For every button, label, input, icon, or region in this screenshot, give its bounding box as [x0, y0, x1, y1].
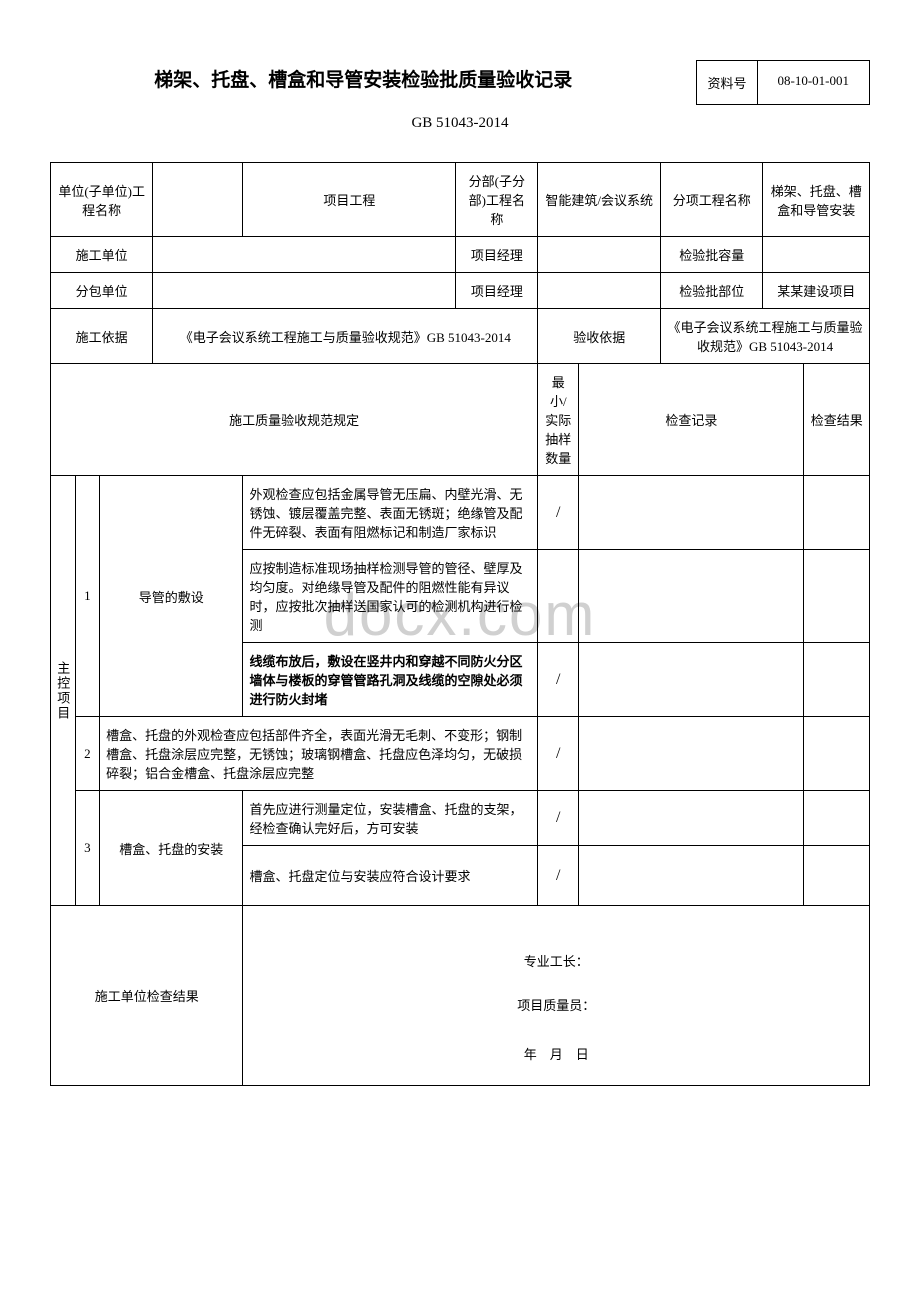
- item-number: 1: [75, 476, 100, 717]
- project-manager-value-2: [538, 273, 661, 309]
- signature-row: 施工单位检查结果 专业工长： 项目质量员： 年 月 日: [51, 906, 870, 1086]
- item-number: 3: [75, 791, 100, 906]
- construction-basis-label: 施工依据: [51, 309, 153, 364]
- main-control-label: 主控项目: [51, 476, 76, 906]
- item-name: 槽盒、托盘的安装: [100, 791, 243, 906]
- acceptance-basis-label: 验收依据: [538, 309, 661, 364]
- check-text: 应按制造标准现场抽样检测导管的管径、壁厚及均匀度。对绝缘导管及配件的阻燃性能有异…: [243, 550, 538, 643]
- section-name-value: 智能建筑/会议系统: [538, 163, 661, 237]
- unit-name-value: [153, 163, 243, 237]
- construction-basis-value: 《电子会议系统工程施工与质量验收规范》GB 51043-2014: [153, 309, 538, 364]
- result-value: [804, 791, 870, 846]
- sub-project-label: 分项工程名称: [661, 163, 763, 237]
- result-header: 检查结果: [804, 364, 870, 476]
- batch-location-label: 检验批部位: [661, 273, 763, 309]
- construction-unit-label: 施工单位: [51, 237, 153, 273]
- sample-value: /: [538, 476, 579, 550]
- subtitle: GB 51043-2014: [50, 115, 870, 132]
- acceptance-basis-value: 《电子会议系统工程施工与质量验收规范》GB 51043-2014: [661, 309, 870, 364]
- check-text: 外观检查应包括金属导管无压扁、内壁光滑、无锈蚀、镀层覆盖完整、表面无锈斑；绝缘管…: [243, 476, 538, 550]
- record-value: [579, 717, 804, 791]
- item-name: 导管的敷设: [100, 476, 243, 717]
- subcontractor-value: [153, 273, 456, 309]
- sample-value: /: [538, 717, 579, 791]
- record-value: [579, 791, 804, 846]
- sample-value: /: [538, 643, 579, 717]
- check-row: 3 槽盒、托盘的安装 首先应进行测量定位，安装槽盒、托盘的支架，经检查确认完好后…: [51, 791, 870, 846]
- result-value: [804, 643, 870, 717]
- subcontractor-label: 分包单位: [51, 273, 153, 309]
- unit-name-label: 单位(子单位)工程名称: [51, 163, 153, 237]
- quality-line: 项目质量员：: [273, 995, 839, 1014]
- sample-value: /: [538, 846, 579, 906]
- signature-label: 施工单位检查结果: [51, 906, 243, 1086]
- result-value: [804, 846, 870, 906]
- doc-number-box: 资料号 08-10-01-001: [696, 60, 870, 105]
- meta-row: 单位(子单位)工程名称 项目工程 分部(子分部)工程名称 智能建筑/会议系统 分…: [51, 163, 870, 237]
- construction-unit-value: [153, 237, 456, 273]
- section-name-label: 分部(子分部)工程名称: [456, 163, 538, 237]
- sub-project-value: 梯架、托盘、槽盒和导管安装: [763, 163, 870, 237]
- result-value: [804, 550, 870, 643]
- document-title: 梯架、托盘、槽盒和导管安装检验批质量验收记录: [50, 60, 676, 92]
- doc-number-label: 资料号: [697, 61, 757, 104]
- record-value: [579, 476, 804, 550]
- check-text: 线缆布放后，敷设在竖井内和穿越不同防火分区墙体与楼板的穿管管路孔洞及线缆的空隙处…: [243, 643, 538, 717]
- meta-row: 施工单位 项目经理 检验批容量: [51, 237, 870, 273]
- check-row: 2 槽盒、托盘的外观检查应包括部件齐全，表面光滑无毛刺、不变形；钢制槽盒、托盘涂…: [51, 717, 870, 791]
- check-text: 槽盒、托盘的外观检查应包括部件齐全，表面光滑无毛刺、不变形；钢制槽盒、托盘涂层应…: [100, 717, 538, 791]
- project-eng-label: 项目工程: [243, 163, 456, 237]
- check-text: 首先应进行测量定位，安装槽盒、托盘的支架，经检查确认完好后，方可安装: [243, 791, 538, 846]
- project-manager-label: 项目经理: [456, 237, 538, 273]
- batch-capacity-label: 检验批容量: [661, 237, 763, 273]
- meta-row: 施工依据 《电子会议系统工程施工与质量验收规范》GB 51043-2014 验收…: [51, 309, 870, 364]
- sample-header: 最小/实际抽样数量: [538, 364, 579, 476]
- result-value: [804, 717, 870, 791]
- record-header: 检查记录: [579, 364, 804, 476]
- check-text: 槽盒、托盘定位与安装应符合设计要求: [243, 846, 538, 906]
- meta-row: 分包单位 项目经理 检验批部位 某某建设项目: [51, 273, 870, 309]
- result-value: [804, 476, 870, 550]
- foreman-line: 专业工长：: [273, 951, 839, 970]
- project-manager-value: [538, 237, 661, 273]
- doc-number-value: 08-10-01-001: [758, 61, 870, 104]
- check-row: 主控项目 1 导管的敷设 外观检查应包括金属导管无压扁、内壁光滑、无锈蚀、镀层覆…: [51, 476, 870, 550]
- sample-value: [538, 550, 579, 643]
- date-line: 年 月 日: [273, 1044, 839, 1063]
- record-value: [579, 846, 804, 906]
- sample-value: /: [538, 791, 579, 846]
- batch-location-value: 某某建设项目: [763, 273, 870, 309]
- spec-header: 施工质量验收规范规定: [51, 364, 538, 476]
- signature-content: 专业工长： 项目质量员： 年 月 日: [243, 906, 870, 1086]
- check-header-row: 施工质量验收规范规定 最小/实际抽样数量 检查记录 检查结果: [51, 364, 870, 476]
- project-manager-label-2: 项目经理: [456, 273, 538, 309]
- record-value: [579, 643, 804, 717]
- item-number: 2: [75, 717, 100, 791]
- main-table: 单位(子单位)工程名称 项目工程 分部(子分部)工程名称 智能建筑/会议系统 分…: [50, 162, 870, 1086]
- header-row: 梯架、托盘、槽盒和导管安装检验批质量验收记录 资料号 08-10-01-001: [50, 60, 870, 105]
- batch-capacity-value: [763, 237, 870, 273]
- record-value: [579, 550, 804, 643]
